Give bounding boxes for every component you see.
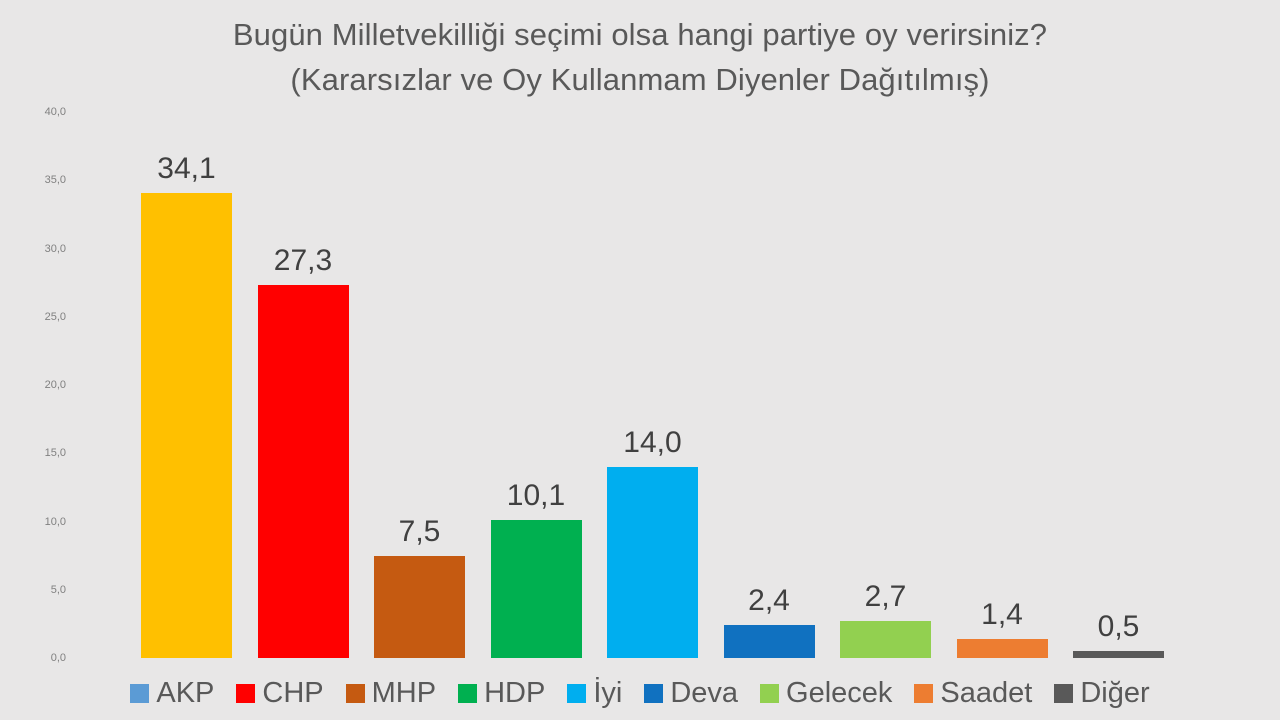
y-axis-tick-label: 30,0 — [44, 242, 66, 255]
legend-item-mhp[interactable]: MHP — [345, 676, 437, 710]
legend-swatch-icon — [760, 683, 780, 703]
bars-layer: 34,1 27,3 7,5 10,1 14,0 2,4 2,7 1,4 0,5 — [36, 112, 1246, 658]
y-axis-tick-label: 35,0 — [44, 174, 66, 187]
legend-swatch-icon — [345, 683, 365, 703]
legend-item-akp[interactable]: AKP — [130, 676, 214, 710]
legend-item-i̇yi[interactable]: İyi — [567, 676, 622, 710]
y-axis-tick-label: 5,0 — [50, 583, 66, 596]
legend-label: Saadet — [940, 677, 1033, 709]
bar-value-label: 10,1 — [506, 479, 566, 513]
bar-group[interactable]: 10,1 — [490, 112, 582, 658]
y-axis-tick-label: 25,0 — [44, 310, 66, 323]
legend-label: CHP — [262, 677, 324, 709]
bar-group[interactable]: 1,4 — [956, 112, 1048, 658]
bar-diğer[interactable] — [1073, 651, 1164, 658]
legend-label: AKP — [156, 677, 215, 709]
bar-group[interactable]: 14,0 — [607, 112, 698, 658]
bar-hdp[interactable] — [490, 520, 582, 658]
bar-i̇yi[interactable] — [607, 466, 698, 658]
y-axis-tick-label: 20,0 — [44, 379, 66, 391]
y-axis-tick-label: 40,0 — [44, 106, 66, 118]
bar-akp[interactable] — [141, 192, 232, 658]
bar-chp[interactable] — [257, 285, 349, 658]
bar-value-label: 34,1 — [157, 151, 216, 185]
bar-value-label: 0,5 — [1097, 610, 1140, 644]
bar-value-label: 14,0 — [623, 425, 682, 459]
y-axis-tick-label: 10,0 — [44, 515, 66, 528]
bar-mhp[interactable] — [374, 555, 465, 658]
chart-title-line-2: (Kararsızlar ve Oy Kullanmam Diyenler Da… — [290, 62, 990, 97]
bar-value-label: 2,7 — [864, 580, 907, 614]
bar-deva[interactable] — [723, 625, 815, 658]
legend-item-saadet[interactable]: Saadet — [914, 676, 1032, 710]
legend-swatch-icon — [914, 683, 934, 703]
legend-item-deva[interactable]: Deva — [644, 676, 738, 710]
legend-swatch-icon — [130, 683, 150, 703]
bar-value-label: 7,5 — [398, 514, 441, 548]
legend-item-diğer[interactable]: Diğer — [1054, 676, 1150, 710]
legend-item-gelecek[interactable]: Gelecek — [760, 676, 892, 710]
bar-group[interactable]: 2,7 — [840, 112, 931, 658]
bar-value-label: 1,4 — [981, 597, 1023, 631]
legend-label: HDP — [484, 677, 546, 709]
chart-legend: AKP CHP MHP HDP İyi Deva Gelecek Saadet Diğer — [0, 676, 1280, 710]
bar-group[interactable]: 2,4 — [723, 112, 815, 658]
bar-group[interactable]: 0,5 — [1073, 112, 1164, 658]
legend-item-hdp[interactable]: HDP — [458, 676, 545, 710]
bar-saadet[interactable] — [956, 638, 1048, 658]
legend-swatch-icon — [644, 683, 664, 703]
bar-value-label: 27,3 — [273, 244, 333, 278]
legend-label: MHP — [371, 677, 437, 709]
bar-group[interactable]: 34,1 — [141, 112, 232, 658]
y-axis-tick-label: 0,0 — [50, 652, 66, 664]
legend-swatch-icon — [236, 683, 256, 703]
legend-swatch-icon — [458, 683, 478, 703]
legend-label: İyi — [593, 677, 623, 709]
bar-group[interactable]: 7,5 — [374, 112, 465, 658]
legend-label: Diğer — [1080, 677, 1150, 709]
legend-swatch-icon — [567, 683, 587, 703]
chart-title-line-1: Bugün Milletvekilliği seçimi olsa hangi … — [232, 17, 1048, 52]
legend-item-chp[interactable]: CHP — [236, 676, 324, 710]
plot-area: 0,0 5,0 10,0 15,0 20,0 25,0 30,0 35,0 40,0 34,1 2… — [36, 107, 1246, 664]
bar-group[interactable]: 27,3 — [257, 112, 349, 658]
legend-label: Gelecek — [786, 677, 893, 709]
legend-swatch-icon — [1054, 683, 1074, 703]
chart-title: Bugün Milletvekilliği seçimi olsa hangi … — [0, 12, 1280, 102]
y-axis-tick-label: 15,0 — [44, 447, 66, 460]
bar-gelecek[interactable] — [840, 621, 931, 658]
legend-label: Deva — [670, 677, 739, 709]
bar-value-label: 2,4 — [748, 584, 790, 618]
